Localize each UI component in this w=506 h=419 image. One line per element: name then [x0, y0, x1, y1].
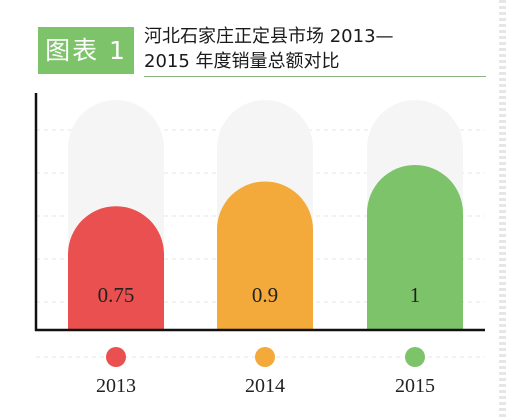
- value-label-2015: 1: [410, 283, 421, 307]
- header-underline: [144, 76, 486, 77]
- value-label-2014: 0.9: [252, 283, 278, 307]
- figure-badge: 图表 1: [38, 27, 134, 74]
- chart-title-line-2: 2015 年度销量总额对比: [144, 51, 340, 72]
- value-label-2013: 0.75: [98, 283, 135, 307]
- chart-title: 河北石家庄正定县市场 2013— 2015 年度销量总额对比: [144, 24, 484, 74]
- chart-title-line-1: 河北石家庄正定县市场 2013—: [144, 26, 394, 47]
- category-dot-2015: [405, 347, 425, 367]
- category-dot-2013: [106, 347, 126, 367]
- x-tick-label-2014: 2014: [245, 375, 285, 397]
- bar-2015: [367, 165, 463, 330]
- x-tick-label-2013: 2013: [96, 375, 136, 397]
- page-side-border: [499, 0, 506, 419]
- bar-2013: [68, 206, 164, 330]
- category-dot-2014: [255, 347, 275, 367]
- bar-2014: [217, 181, 313, 330]
- chart-header: 图表 1 河北石家庄正定县市场 2013— 2015 年度销量总额对比: [38, 22, 488, 78]
- x-tick-label-2015: 2015: [395, 375, 435, 397]
